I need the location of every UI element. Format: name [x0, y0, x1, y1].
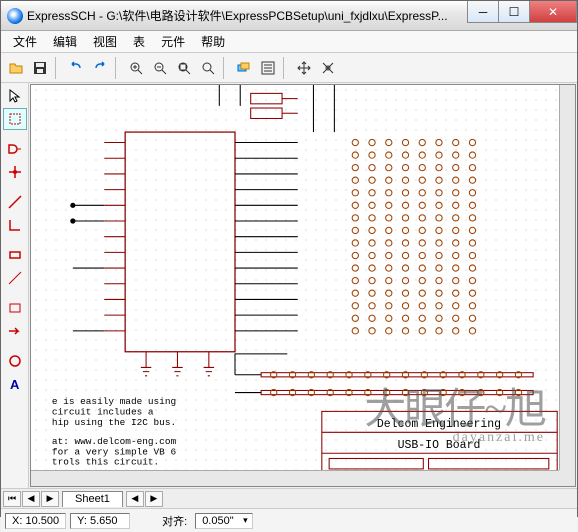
circle-tool[interactable]: [3, 350, 27, 372]
redo-button[interactable]: [89, 57, 111, 79]
tab-sheet1[interactable]: Sheet1: [62, 491, 123, 507]
close-button[interactable]: ✕: [529, 1, 577, 23]
label-line2: USB-IO Board: [398, 439, 481, 452]
save-button[interactable]: [29, 57, 51, 79]
zoom-out-button[interactable]: [149, 57, 171, 79]
corner-tool[interactable]: [3, 214, 27, 236]
zoom-in-button[interactable]: [125, 57, 147, 79]
status-bar: X: 10.500 Y: 5.650 对齐: 0.050": [1, 508, 577, 532]
status-y: Y: 5.650: [70, 513, 130, 529]
snap-combo[interactable]: 0.050": [195, 513, 252, 529]
options-button[interactable]: [257, 57, 279, 79]
svg-text:e is easily made using: e is easily made using circuit includes …: [52, 396, 182, 468]
label-line1: Delcom Engineering: [377, 418, 501, 431]
snap-label: 对齐:: [158, 513, 191, 529]
window-buttons: ─ ☐ ✕: [468, 1, 577, 30]
tab-scroll-right[interactable]: ▶: [145, 491, 163, 507]
maximize-button[interactable]: ☐: [498, 1, 530, 23]
title-bar: ExpressSCH - G:\软件\电路设计软件\ExpressPCBSetu…: [1, 1, 577, 31]
menu-file[interactable]: 文件: [5, 31, 45, 52]
junction-tool[interactable]: [3, 161, 27, 183]
menu-table[interactable]: 表: [125, 31, 153, 52]
tab-next[interactable]: ▶: [41, 491, 59, 507]
toolbar: [1, 53, 577, 83]
left-toolbar: A: [1, 83, 29, 488]
menu-help[interactable]: 帮助: [193, 31, 233, 52]
schematic-drawing: Delcom Engineering USB-IO Board e is eas…: [31, 85, 575, 487]
marquee-tool[interactable]: [3, 108, 27, 130]
menu-bar: 文件 编辑 视图 表 元件 帮助: [1, 31, 577, 53]
tab-scroll-left[interactable]: ◀: [126, 491, 144, 507]
sheet-tab-bar: ⏮ ◀ ▶ Sheet1 ◀ ▶: [1, 488, 577, 508]
canvas-area[interactable]: Delcom Engineering USB-IO Board e is eas…: [30, 84, 576, 487]
minimize-button[interactable]: ─: [467, 1, 499, 23]
work-area: A: [1, 83, 577, 488]
text-tool[interactable]: A: [3, 373, 27, 395]
move-v-button[interactable]: [317, 57, 339, 79]
move-h-button[interactable]: [293, 57, 315, 79]
menu-component[interactable]: 元件: [153, 31, 193, 52]
zoom-fit-button[interactable]: [173, 57, 195, 79]
zoom-area-button[interactable]: [197, 57, 219, 79]
layers-button[interactable]: [233, 57, 255, 79]
rect-tool[interactable]: [3, 244, 27, 266]
tab-first[interactable]: ⏮: [3, 491, 21, 507]
rect-outline-tool[interactable]: [3, 297, 27, 319]
status-x: X: 10.500: [5, 513, 66, 529]
horizontal-scrollbar[interactable]: [31, 470, 559, 486]
line-tool[interactable]: [3, 267, 27, 289]
undo-button[interactable]: [65, 57, 87, 79]
menu-view[interactable]: 视图: [85, 31, 125, 52]
wire-tool[interactable]: [3, 191, 27, 213]
app-icon: [7, 8, 23, 24]
gate-tool[interactable]: [3, 138, 27, 160]
tab-prev[interactable]: ◀: [22, 491, 40, 507]
scroll-corner: [559, 470, 575, 486]
window-title: ExpressSCH - G:\软件\电路设计软件\ExpressPCBSetu…: [27, 7, 468, 24]
vertical-scrollbar[interactable]: [559, 85, 575, 470]
bus-arrow-tool[interactable]: [3, 320, 27, 342]
menu-edit[interactable]: 编辑: [45, 31, 85, 52]
svg-text:A: A: [10, 377, 20, 392]
open-button[interactable]: [5, 57, 27, 79]
arrow-tool[interactable]: [3, 85, 27, 107]
